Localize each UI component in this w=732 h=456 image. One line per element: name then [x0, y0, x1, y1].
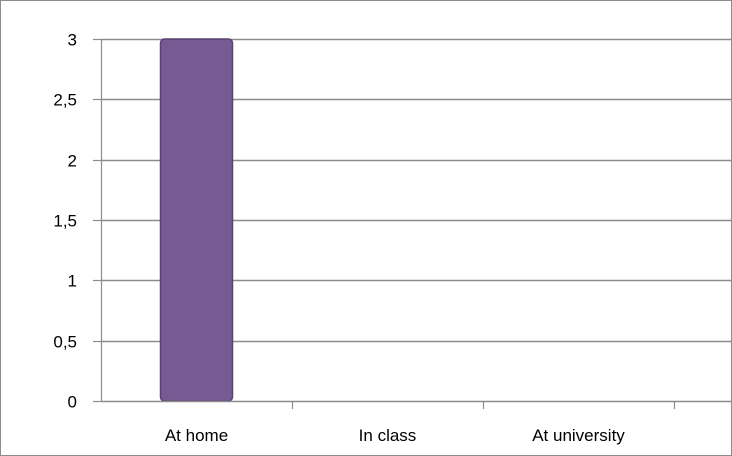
y-tick-label: 1	[68, 272, 77, 291]
x-tick-label: In class	[359, 426, 417, 445]
y-tick-label: 1,5	[53, 212, 77, 231]
y-tick-label: 2,5	[53, 91, 77, 110]
y-tick-label: 3	[68, 31, 77, 50]
tick-labels: 0 0,5 1 1,5 2 2,5 3 At home In class At universit…	[53, 31, 625, 446]
y-tick-label: 0,5	[53, 333, 77, 352]
y-tick-label: 2	[68, 152, 77, 171]
x-tick-label: At university	[532, 426, 625, 445]
y-tick-label: 0	[68, 393, 77, 412]
axes	[93, 38, 731, 409]
bar-at-home	[159, 38, 234, 402]
x-tick-label: At home	[165, 426, 228, 445]
bars	[159, 38, 234, 402]
